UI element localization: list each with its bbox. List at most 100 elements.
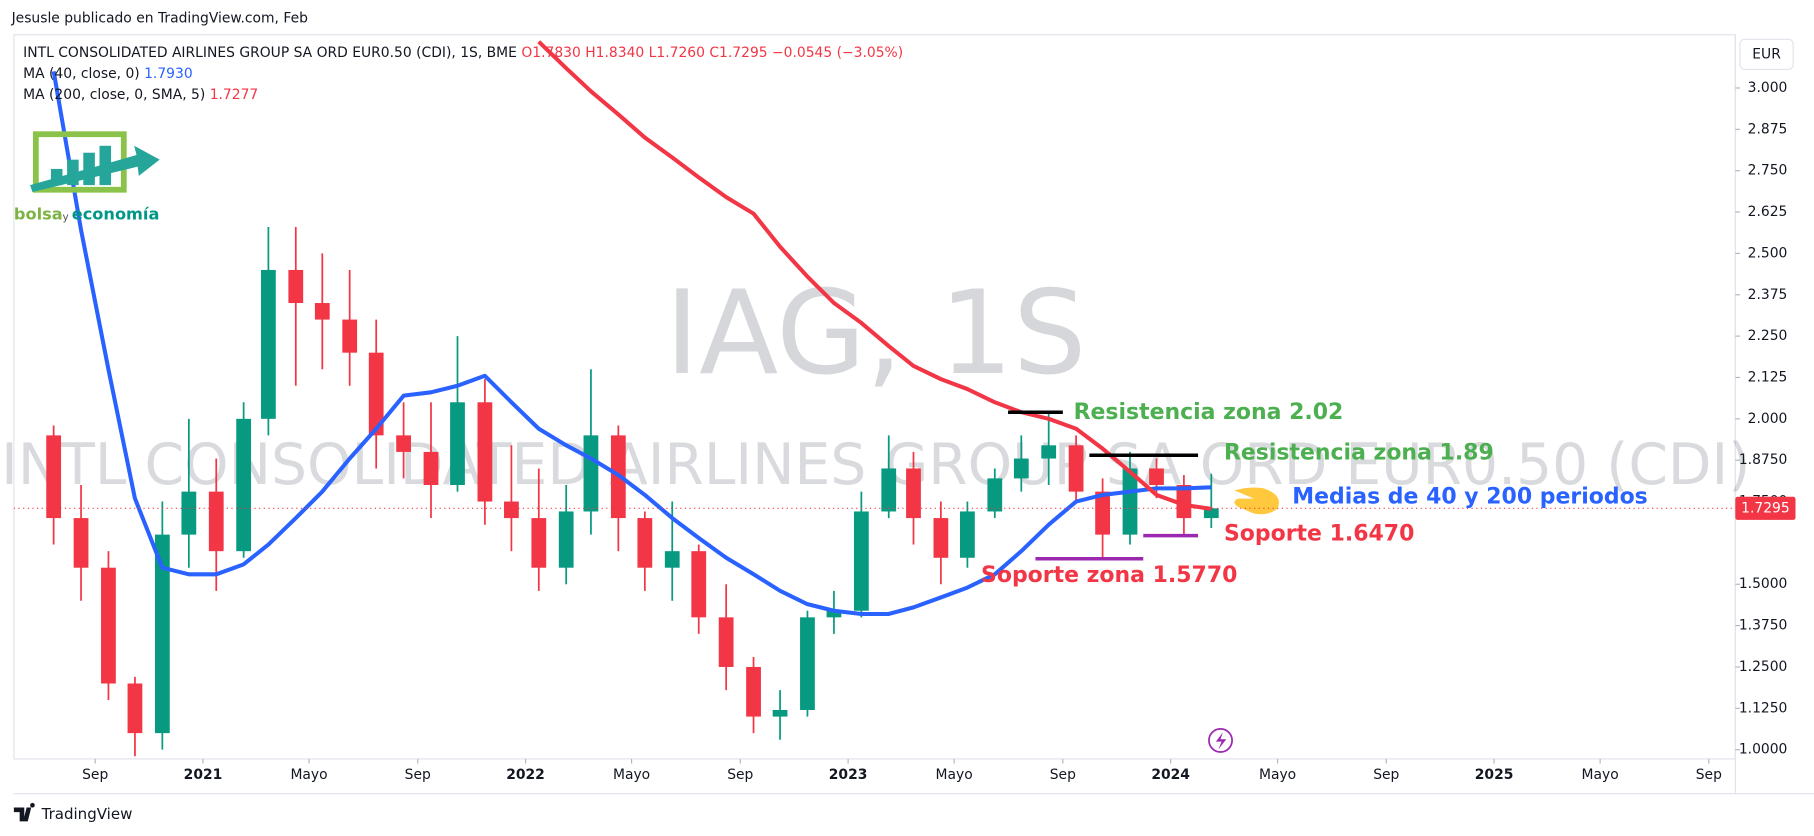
y-tick-label: 2.250 (1748, 328, 1788, 344)
moving-average (51, 71, 1212, 617)
y-tick-label: 1.2500 (1739, 659, 1788, 675)
candle-body (208, 491, 224, 552)
moving-average (537, 40, 1212, 511)
x-tick-label: 2024 (1151, 767, 1190, 783)
candle-body (772, 709, 788, 717)
x-tick-label: Sep (1050, 767, 1076, 783)
legend-item: MA (40, close, 0) 1.7930 (23, 66, 193, 82)
alert-icon[interactable] (1208, 727, 1233, 753)
y-tick-label: 1.8750 (1739, 452, 1788, 468)
legend-value: 1.7277 (210, 87, 259, 103)
pointer-icon (1234, 487, 1279, 515)
plot (46, 40, 1219, 757)
y-tick-label: 2.000 (1748, 411, 1788, 427)
x-tick-label: Mayo (1582, 767, 1619, 783)
quote-value: −0.0545 (−3.05%) (772, 45, 903, 61)
candle-body (987, 478, 1003, 512)
watermark-name: INTL CONSOLIDATED AIRLINES GROUP SA ORD … (1, 432, 1750, 498)
legend-name: MA (200, close, 0, SMA, 5) (23, 87, 205, 103)
currency[interactable]: EUR (1752, 46, 1781, 62)
legend-value: 1.7930 (144, 66, 193, 82)
candle-body (396, 435, 411, 452)
logo: bolsa y economía (14, 131, 160, 224)
annotation: Soporte 1.6470 (1224, 521, 1414, 546)
candle-body (368, 352, 384, 436)
x-tick-label: Mayo (1259, 767, 1296, 783)
annotation: Resistencia zona 2.02 (1074, 400, 1344, 425)
legend-symbol: INTL CONSOLIDATED AIRLINES GROUP SA ORD … (23, 45, 903, 61)
quote-value: C1.7295 (709, 45, 767, 61)
y-tick-label: 3.000 (1748, 80, 1788, 96)
candle-body (1149, 468, 1164, 485)
candle-body (800, 617, 815, 710)
y-tick-label: 2.875 (1748, 121, 1788, 137)
candle-body (1095, 491, 1110, 535)
quote-value: L1.7260 (649, 45, 705, 61)
annotation: Medias de 40 y 200 periodos (1292, 484, 1648, 509)
candle-body (154, 534, 170, 734)
candle-body (1203, 508, 1219, 519)
candle-body (1013, 458, 1029, 479)
candle-body (933, 518, 949, 558)
x-tick-label: 2022 (506, 767, 545, 783)
x-tick-label: Mayo (290, 767, 327, 783)
candle-body (1176, 484, 1192, 519)
brand-name: TradingView (41, 805, 133, 823)
x-tick-label: Sep (727, 767, 753, 783)
quote-value: H1.8340 (585, 45, 644, 61)
candle-body (314, 303, 330, 320)
symbol-name: INTL CONSOLIDATED AIRLINES GROUP SA ORD … (23, 45, 517, 61)
y-tick-label: 2.500 (1748, 245, 1788, 261)
candle-body (637, 518, 653, 568)
candle-body (906, 468, 921, 519)
x-tick-label: Mayo (936, 767, 973, 783)
last-price-label: 1.7295 (1741, 500, 1790, 516)
logo-text: economía (72, 205, 160, 224)
candle-body (853, 511, 869, 611)
legend-name: MA (40, close, 0) (23, 66, 140, 82)
annotation: Resistencia zona 1.89 (1224, 441, 1494, 466)
candle-body (1041, 445, 1057, 459)
x-tick-label: Sep (405, 767, 431, 783)
x-tick-label: 2023 (829, 767, 868, 783)
y-tick-label: 1.0000 (1739, 742, 1788, 758)
legend-item: MA (200, close, 0, SMA, 5) 1.7277 (23, 87, 258, 103)
candle-body (718, 617, 734, 667)
candle-body (691, 551, 707, 618)
y-tick-label: 1.5000 (1739, 576, 1788, 592)
x-tick-label: Sep (82, 767, 108, 783)
x-tick-label: Sep (1696, 767, 1722, 783)
candle-body (583, 435, 599, 512)
candle-body (236, 418, 252, 552)
candle-body (450, 402, 465, 485)
candle-body (531, 518, 547, 568)
y-tick-label: 1.3750 (1739, 618, 1788, 634)
last-price-tag (1735, 496, 1796, 520)
y-tick-label: 2.750 (1748, 163, 1788, 179)
candle-body (73, 518, 89, 568)
x-tick-label: Sep (1373, 767, 1399, 783)
candle-body (261, 269, 276, 419)
candle-body (288, 269, 304, 304)
candle-body (664, 551, 680, 568)
x-tick-label: 2025 (1475, 767, 1514, 783)
annotation: Soporte zona 1.5770 (981, 563, 1237, 588)
candle-body (46, 435, 62, 519)
quote-value: O1.7830 (521, 45, 580, 61)
candle-body (423, 451, 439, 485)
candle-body (960, 511, 975, 558)
x-tick-label: 2021 (184, 767, 223, 783)
logo-text: bolsa (14, 205, 63, 224)
candle-body (101, 567, 116, 684)
candle-body (881, 468, 897, 512)
candle-body (504, 501, 519, 519)
brand: TradingView (13, 802, 133, 823)
x-tick-label: Mayo (613, 767, 650, 783)
y-tick-label: 2.375 (1748, 287, 1788, 303)
candle-body (558, 511, 574, 568)
y-tick-label: 2.625 (1748, 204, 1788, 220)
logo-text: y (62, 212, 68, 224)
currency-button[interactable] (1739, 38, 1794, 71)
